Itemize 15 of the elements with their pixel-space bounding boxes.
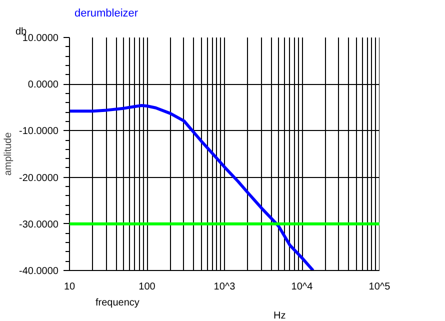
x-axis-title: frequency — [96, 298, 140, 308]
y-tick-label: -40.0000 — [19, 266, 59, 277]
x-tick-label: 10^5 — [368, 282, 391, 292]
y-tick-label: -20.0000 — [19, 172, 59, 184]
x-tick-label: 10^4 — [291, 282, 314, 292]
y-tick-label: -10.0000 — [19, 126, 59, 138]
x-tick-label: 10^3 — [214, 282, 236, 292]
chart-title: derumbleizer — [74, 8, 138, 20]
x-tick-label: 10 — [64, 282, 76, 292]
y-tick-label: 10.0000 — [22, 33, 59, 44]
text: Hz — [274, 310, 286, 321]
y-tick-label: -30.0000 — [19, 219, 59, 230]
y-axis-title: amplitude — [3, 132, 14, 176]
x-tick-label: 100 — [138, 282, 156, 292]
y-tick-label: 0.0000 — [28, 80, 59, 91]
